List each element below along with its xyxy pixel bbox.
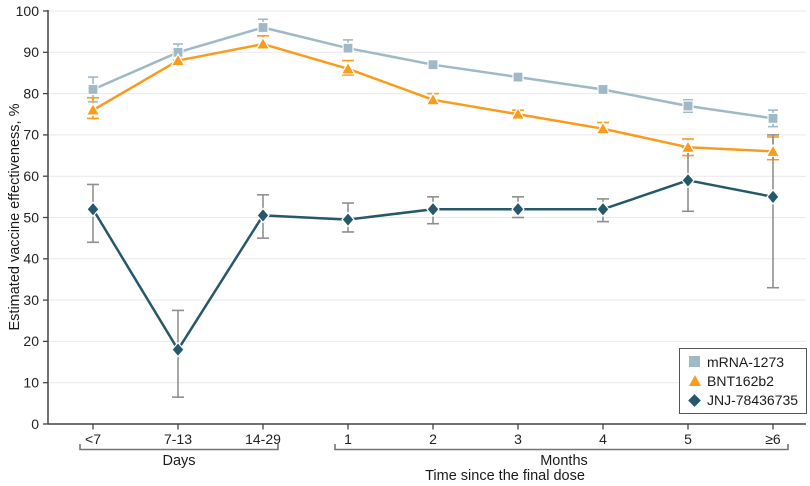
mRNA-1273-point-1 [342,42,354,54]
JNJ-78436735-point-≥6 [766,188,780,205]
legend-label: BNT162b2 [707,372,774,389]
diamond-marker-icon [688,393,701,407]
y-tick-label: 50 [23,209,39,225]
legend-label: JNJ-78436735 [707,392,799,409]
x-group-label-days: Days [162,453,196,469]
mRNA-1273-point-<7 [87,83,99,96]
BNT162b2-point-4 [595,120,611,135]
triangle-marker-icon [688,374,701,387]
JNJ-78436735-error-bars [87,134,779,398]
JNJ-78436735-markers [86,172,780,358]
x-axis-title: Time since the final dose [425,468,585,484]
BNT162b2-point-1 [340,61,356,75]
mRNA-1273-error-bars [88,18,778,128]
group-bracket [334,444,789,451]
y-tick-label: 0 [31,416,39,432]
JNJ-78436735-point-14-29 [256,207,270,224]
BNT162b2-point-<7 [85,102,101,116]
mRNA-1273-point-3 [512,71,524,83]
mRNA-1273-point-≥6 [767,112,779,124]
y-tick-label: 20 [23,333,39,349]
y-axis-title: Estimated vaccine effectiveness, % [7,103,23,331]
y-tick-label: 40 [23,251,39,267]
y-axis-ticks: 0 10 20 30 40 50 60 70 80 90 100 [16,3,48,432]
x-tick-label: 2 [429,431,437,447]
BNT162b2-point-3 [510,106,526,120]
BNT162b2-markers [85,36,781,158]
legend-item-jnj78436735: JNJ-78436735 [688,392,798,409]
y-tick-label: 30 [23,292,39,308]
BNT162b2-point-14-29 [255,36,271,50]
y-tick-label: 80 [23,85,39,101]
mRNA-1273-point-14-29 [257,21,269,34]
JNJ-78436735-point-5 [681,172,695,189]
y-tick-label: 10 [23,375,39,391]
y-tick-label: 100 [16,3,40,19]
BNT162b2-point-≥6 [765,143,781,158]
BNT162b2-point-5 [680,139,696,153]
JNJ-78436735-point-<7 [86,201,100,218]
BNT162b2-point-2 [425,92,441,106]
x-axis-ticks: <7 7-13 14-29 1 2 3 4 5 ≥6 [85,424,781,447]
square-marker-icon [688,355,701,368]
legend-item-mrna1273: mRNA-1273 [688,353,798,370]
x-group-label-months: Months [540,453,588,469]
x-tick-label: 7-13 [164,431,192,447]
JNJ-78436735-point-4 [596,201,610,218]
y-tick-label: 60 [23,168,39,184]
JNJ-78436735-point-1 [341,211,355,228]
mRNA-1273-point-2 [427,59,439,71]
axis-group-brackets [79,444,789,451]
x-tick-label: <7 [85,431,101,447]
y-tick-label: 70 [23,127,39,143]
mRNA-1273-point-4 [597,83,609,96]
JNJ-78436735-point-3 [511,201,525,218]
group-bracket [79,444,279,451]
x-tick-label: 1 [344,431,352,447]
x-tick-label: 14-29 [245,431,281,447]
JNJ-78436735-point-7-13 [171,341,185,358]
JNJ-78436735-point-2 [426,201,440,218]
x-tick-label: 4 [599,431,607,447]
mRNA-1273-markers [87,21,779,124]
y-tick-label: 90 [23,44,39,60]
BNT162b2-point-7-13 [170,52,186,67]
mRNA-1273-point-5 [682,100,694,112]
legend-label: mRNA-1273 [707,353,785,370]
x-tick-label: 5 [684,431,692,447]
legend-item-bnt162b2: BNT162b2 [688,372,798,389]
legend: mRNA-1273 BNT162b2 JNJ-78436735 [679,348,807,414]
x-tick-label: 3 [514,431,522,447]
x-tick-label: ≥6 [765,431,781,447]
